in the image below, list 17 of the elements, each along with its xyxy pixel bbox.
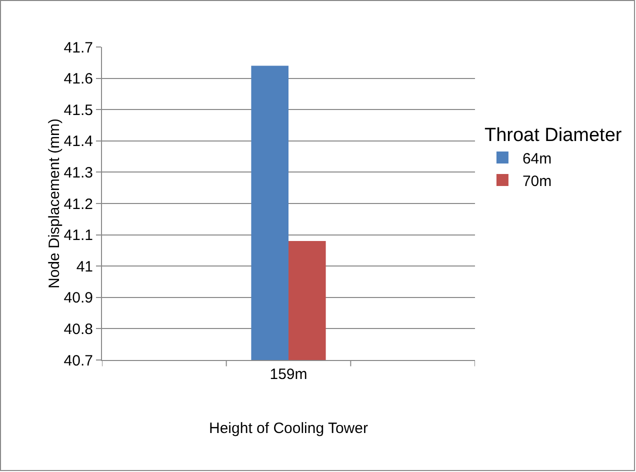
y-tick-label: 41.4 — [64, 133, 93, 150]
x-tick-label: 159m — [270, 366, 308, 383]
y-tick-label: 40.8 — [64, 320, 93, 338]
y-tick-label: 41 — [76, 258, 93, 276]
legend-title: Throat Diameter — [484, 125, 622, 146]
y-tick-label: 41.1 — [64, 227, 93, 244]
y-tick-label: 40.9 — [64, 290, 93, 307]
x-axis-title: Height of Cooling Tower — [209, 420, 368, 437]
y-tick-label: 41.2 — [64, 196, 93, 213]
legend-label: 70m — [522, 172, 552, 190]
y-tick-label: 41.7 — [64, 39, 93, 56]
y-tick-label: 41.6 — [64, 70, 93, 88]
y-tick-label: 40.7 — [64, 352, 93, 370]
y-tick-label: 41.3 — [64, 164, 93, 182]
legend-label: 64m — [522, 150, 552, 168]
y-tick-label: 41.5 — [64, 102, 93, 119]
y-axis-title: Node Displacement (mm) — [46, 118, 64, 289]
